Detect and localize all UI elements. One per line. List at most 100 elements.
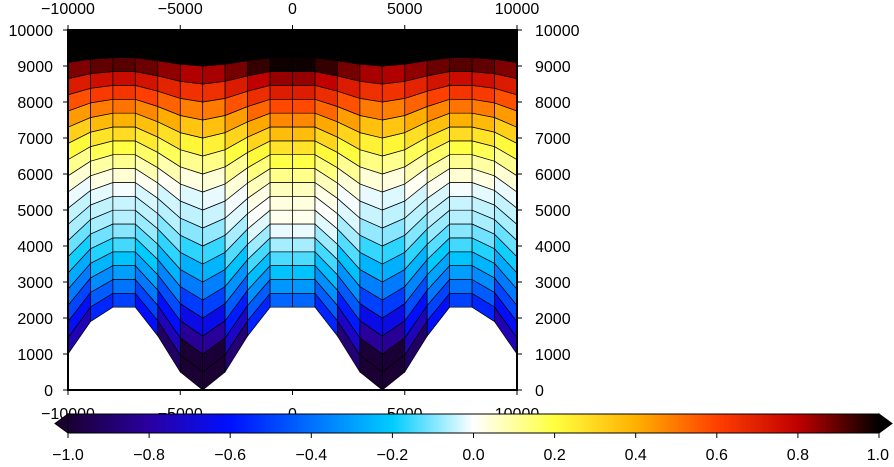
mesh-cell (337, 44, 361, 65)
mesh-cell (359, 80, 383, 103)
mesh-cell (112, 57, 136, 72)
mesh-cell (292, 154, 316, 169)
y-tick-label-left: 1000 (17, 347, 53, 364)
mesh-cell (112, 265, 136, 280)
mesh-cell (269, 154, 293, 169)
mesh-cell (449, 98, 473, 114)
colorbar-tick-label: 0.2 (543, 447, 565, 464)
mesh-cell (112, 237, 136, 253)
y-tick-label-left: 9000 (17, 59, 53, 76)
mesh-cell (112, 140, 136, 156)
y-tick-label-right: 7000 (535, 131, 571, 148)
mesh-cell (269, 292, 293, 308)
mesh-cell (112, 195, 136, 211)
y-tick-label-right: 5000 (535, 203, 571, 220)
mesh-cell (179, 46, 204, 67)
mesh-cell (404, 44, 428, 65)
mesh-cell (247, 43, 271, 61)
mesh-cell (494, 233, 517, 274)
mesh-cell (179, 63, 204, 85)
mesh-cell (292, 112, 316, 128)
mesh-cell (449, 223, 473, 239)
colorbar: −1.0 −0.8 −0.6 −0.4 −0.2 0.0 0.2 0.4 0.6 0.8 1.0 (52, 413, 893, 464)
mesh-cell (112, 43, 136, 59)
x-tick-label-top: 5000 (387, 1, 423, 18)
mesh-cell (269, 30, 293, 45)
mesh-cell (494, 116, 517, 144)
mesh-cell (381, 30, 406, 49)
mesh-cell (112, 85, 136, 100)
mesh-cell (292, 30, 316, 45)
mesh-cell (112, 279, 136, 294)
mesh-cell (269, 237, 293, 253)
mesh-cell (224, 30, 248, 48)
colorbar-tick-label: 0.8 (787, 447, 809, 464)
mesh-cell (449, 251, 473, 266)
mesh-cell (494, 218, 517, 258)
mesh-cell (494, 102, 517, 128)
mesh-cell (269, 265, 293, 280)
mesh-cell (269, 251, 293, 266)
mesh-cell (494, 305, 517, 355)
mesh-cell (179, 30, 204, 49)
mesh-cell (494, 145, 517, 177)
mesh-cell (202, 63, 226, 85)
y-tick-label-left: 4000 (17, 239, 53, 256)
mesh-cell (202, 80, 226, 103)
colorbar-tick-label: 1.0 (867, 447, 889, 464)
mesh-cell (449, 154, 473, 169)
y-tick-label-left: 8000 (17, 95, 53, 112)
mesh-cell (449, 195, 473, 211)
mesh-cell (292, 140, 316, 156)
mesh-cell (269, 57, 293, 72)
mesh-cell (494, 291, 517, 339)
mesh-cell (471, 30, 495, 45)
y-tick-label-left: 6000 (17, 167, 53, 184)
colorbar-upper-extend (878, 413, 893, 434)
mesh-cell (359, 30, 383, 49)
y-tick-label-right: 9000 (535, 59, 571, 76)
y-tick-label-right: 1000 (535, 347, 571, 364)
mesh-cell (292, 292, 316, 308)
y-axis-left: 0 1000 2000 3000 4000 5000 6000 7000 8000 9000 100… (9, 23, 68, 400)
y-tick-label-right: 3000 (535, 275, 571, 292)
mesh-cell (359, 46, 383, 67)
mesh-cell (494, 204, 517, 242)
mesh-cell (449, 57, 473, 72)
mesh-cell (112, 71, 136, 86)
mesh-cell (269, 112, 293, 128)
mesh-cell (471, 57, 495, 75)
colorbar-body (67, 413, 880, 434)
mesh-cell (494, 30, 517, 47)
mesh-cell (292, 209, 316, 225)
mesh-cell (68, 30, 91, 47)
y-tick-label-left: 3000 (17, 275, 53, 292)
y-tick-label-left: 7000 (17, 131, 53, 148)
mesh-cell (359, 63, 383, 85)
mesh-cell (269, 168, 293, 183)
mesh-cell (247, 30, 271, 46)
mesh-cell (90, 43, 114, 60)
mesh-cell (269, 43, 293, 59)
mesh-cell (179, 80, 204, 103)
mesh-cell (112, 223, 136, 239)
y-tick-label-right: 4000 (535, 239, 571, 256)
mesh-cell (449, 126, 473, 142)
mesh-cell (134, 43, 159, 61)
mesh-cell (90, 71, 114, 89)
colorbar-tick-label: −0.2 (377, 447, 409, 464)
colorbar-tick-label: 0.4 (625, 447, 647, 464)
mesh-cell (494, 175, 517, 209)
mesh-cell (292, 43, 316, 59)
mesh-cell (494, 247, 517, 290)
mesh-cell (269, 209, 293, 225)
mesh-cell (449, 279, 473, 294)
mesh-cell (426, 43, 450, 61)
mesh-cell (292, 195, 316, 211)
mesh-cell (269, 140, 293, 156)
mesh-cell (112, 98, 136, 114)
mesh-cell (494, 58, 517, 79)
mesh-cell (68, 44, 91, 63)
mesh-cell (337, 30, 361, 48)
